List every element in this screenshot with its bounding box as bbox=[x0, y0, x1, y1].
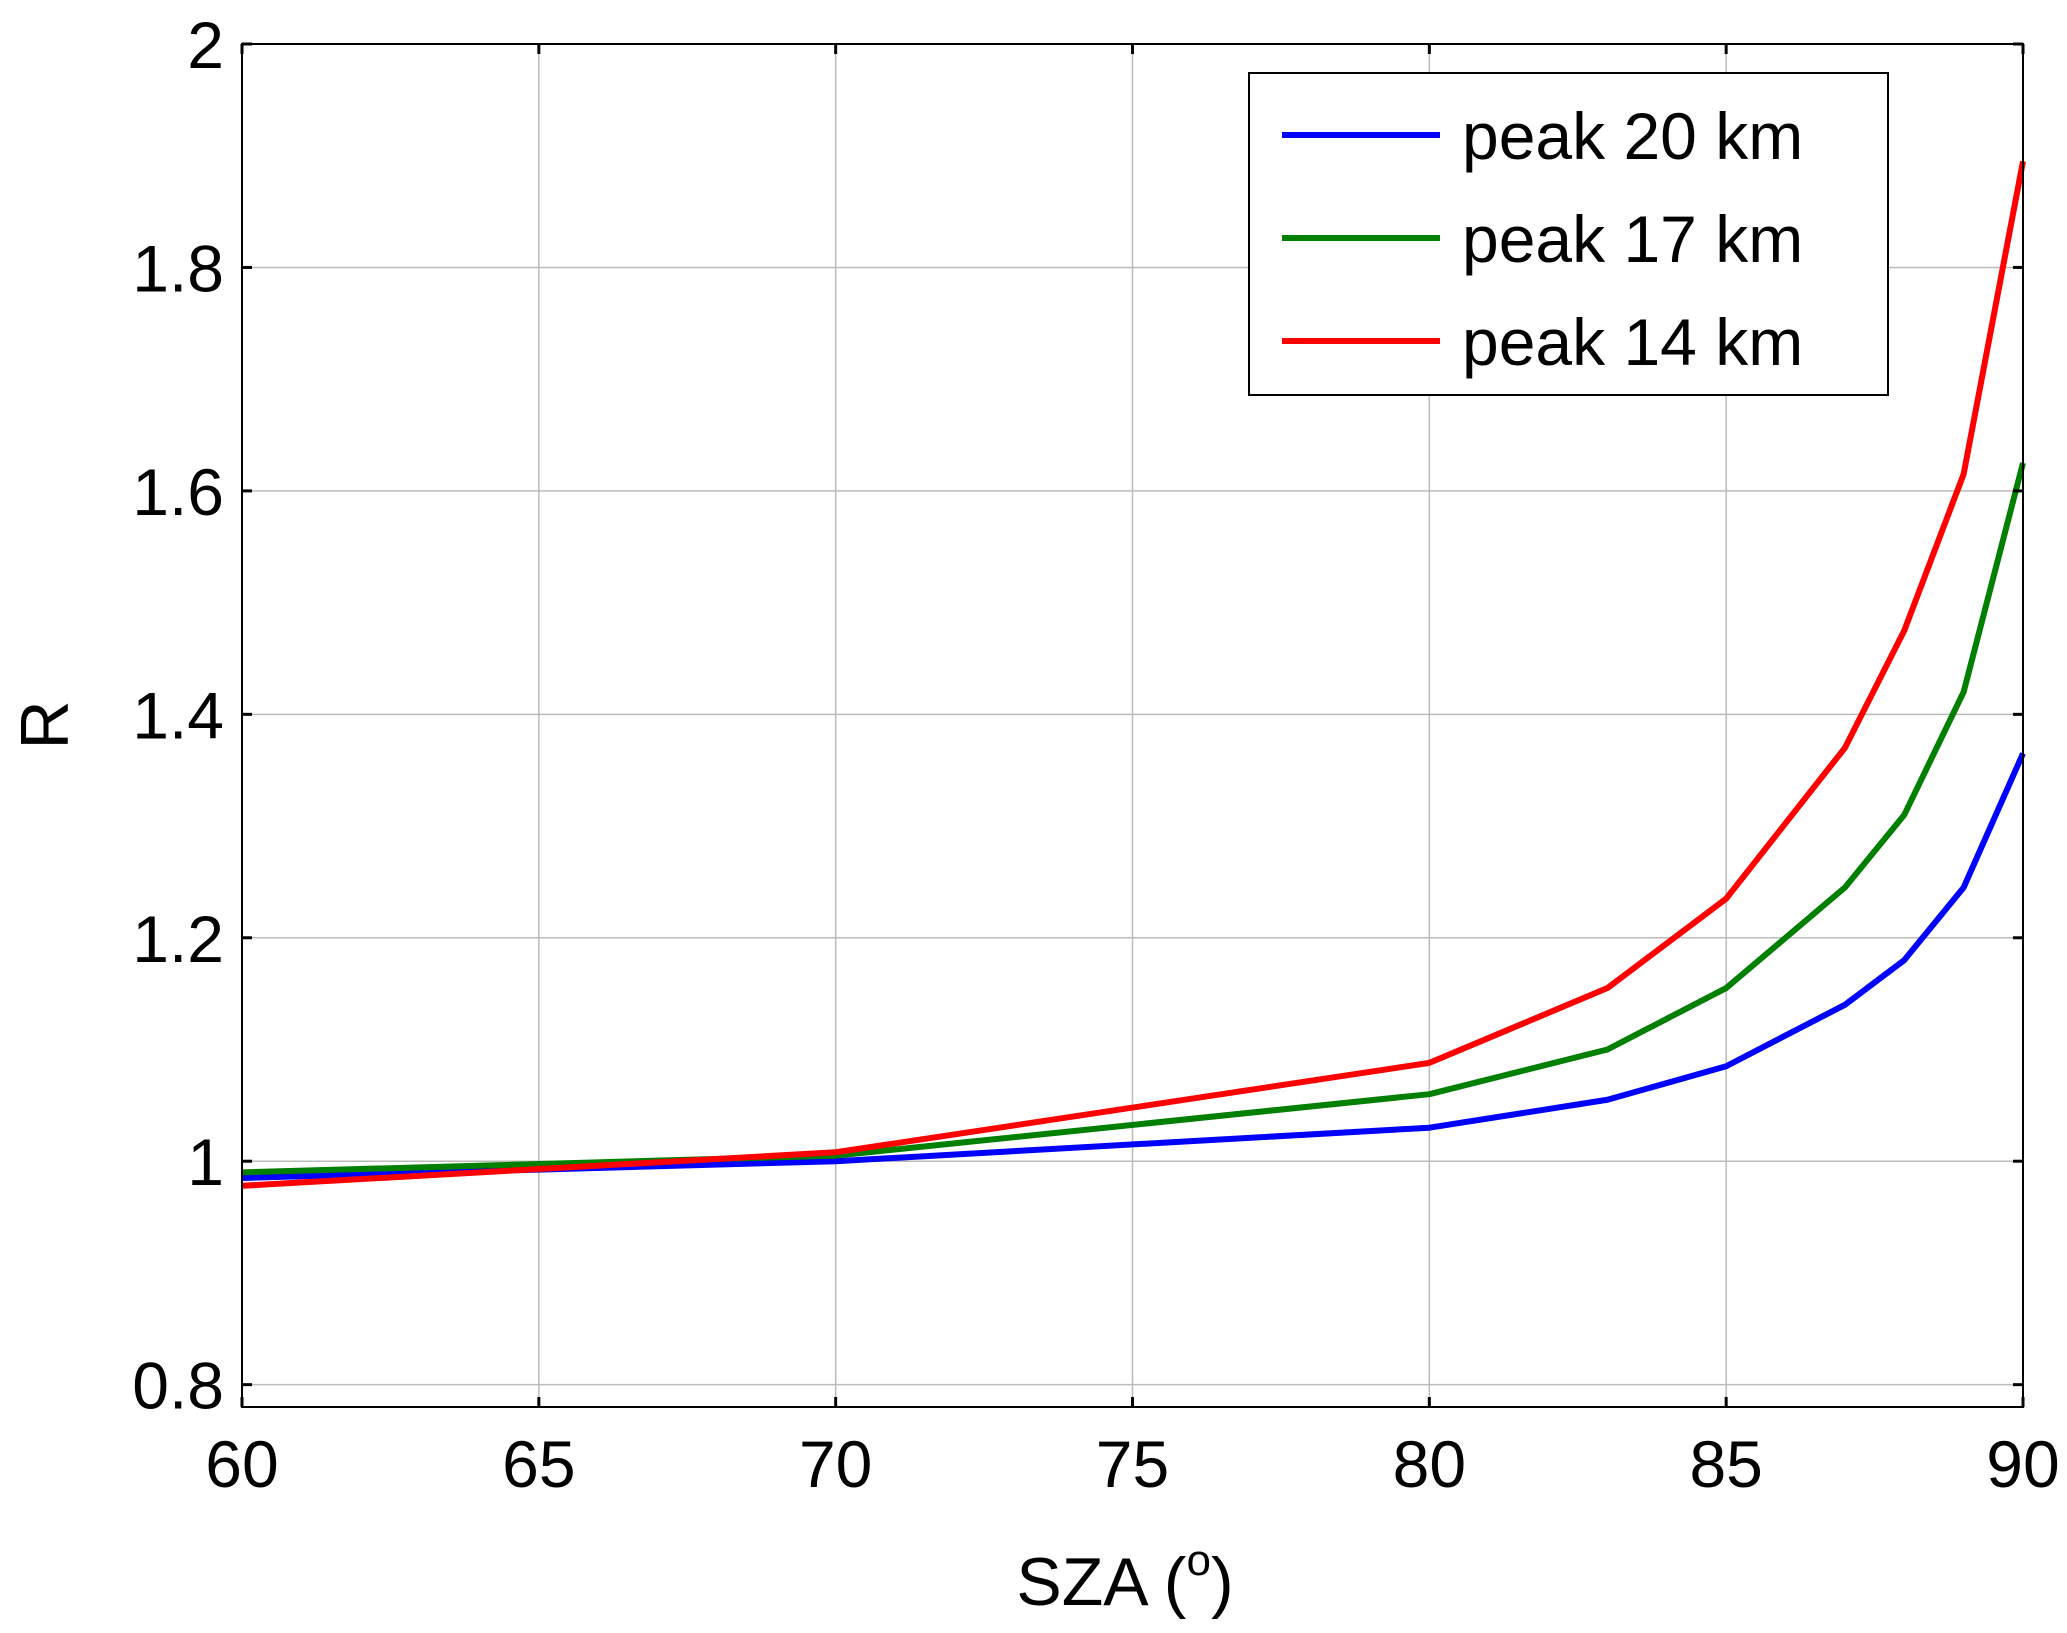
series-line-peak-17-km bbox=[241, 462, 2026, 1176]
legend-label: peak 14 km bbox=[1462, 305, 1803, 379]
y-tick-label: 1.6 bbox=[132, 455, 224, 529]
legend-label: peak 17 km bbox=[1462, 202, 1803, 276]
x-axis-label: SZA (o) bbox=[1016, 1536, 1233, 1620]
x-tick-label: 65 bbox=[502, 1427, 575, 1501]
y-tick-label: 1.2 bbox=[132, 902, 224, 976]
y-tick-label: 1 bbox=[187, 1125, 224, 1199]
y-tick-label: 1.8 bbox=[132, 231, 224, 305]
x-tick-label: 75 bbox=[1096, 1427, 1169, 1501]
x-tick-label: 60 bbox=[205, 1427, 278, 1501]
series-line-peak-20-km bbox=[241, 752, 2026, 1181]
series-lines bbox=[241, 160, 2026, 1189]
ticks: 60 65 70 75 80 85 90 0.8 1 1.2 1.4 1.6 1.8 2 bbox=[132, 8, 2059, 1501]
y-tick-label: 0.8 bbox=[132, 1349, 224, 1423]
x-tick-label: 70 bbox=[799, 1427, 872, 1501]
x-axis-label-sup: o bbox=[1186, 1536, 1210, 1585]
y-tick-label: 2 bbox=[187, 8, 224, 82]
x-tick-label: 85 bbox=[1689, 1427, 1762, 1501]
y-tick-label: 1.4 bbox=[132, 678, 224, 752]
x-axis-label-end: ) bbox=[1211, 1544, 1234, 1620]
y-axis-label: R bbox=[7, 700, 83, 749]
x-tick-label: 80 bbox=[1393, 1427, 1466, 1501]
x-axis-label-main: SZA ( bbox=[1016, 1544, 1186, 1620]
series-line-peak-14-km bbox=[241, 160, 2026, 1189]
x-tick-label: 90 bbox=[1986, 1427, 2059, 1501]
legend: peak 20 km peak 17 km peak 14 km bbox=[1248, 72, 1889, 396]
legend-label: peak 20 km bbox=[1462, 99, 1803, 173]
